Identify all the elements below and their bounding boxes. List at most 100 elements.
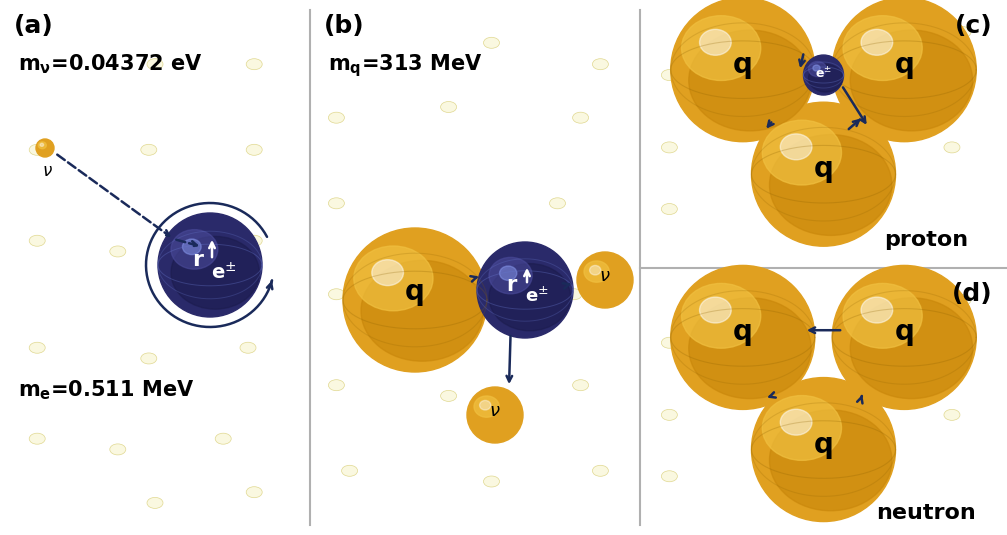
Ellipse shape <box>29 144 45 155</box>
Ellipse shape <box>682 284 760 348</box>
Ellipse shape <box>483 37 499 48</box>
Ellipse shape <box>372 259 404 286</box>
Text: (a): (a) <box>14 14 53 38</box>
Ellipse shape <box>955 295 971 305</box>
Ellipse shape <box>955 70 971 81</box>
Text: e$^{\pm}$: e$^{\pm}$ <box>211 262 237 284</box>
Ellipse shape <box>361 261 483 361</box>
Ellipse shape <box>499 266 517 280</box>
Ellipse shape <box>573 112 589 123</box>
Ellipse shape <box>467 387 523 443</box>
Ellipse shape <box>328 112 344 123</box>
Ellipse shape <box>700 297 731 323</box>
Text: r: r <box>506 275 517 295</box>
Ellipse shape <box>240 342 256 353</box>
Text: (c): (c) <box>956 14 993 38</box>
Ellipse shape <box>762 120 842 185</box>
Ellipse shape <box>592 465 608 476</box>
Ellipse shape <box>689 298 812 399</box>
Ellipse shape <box>816 231 832 241</box>
Ellipse shape <box>328 380 344 391</box>
Text: q: q <box>733 318 752 347</box>
Ellipse shape <box>861 297 893 323</box>
Text: r: r <box>192 250 203 270</box>
Text: e$^{\pm}$: e$^{\pm}$ <box>526 286 549 305</box>
Ellipse shape <box>246 487 262 498</box>
Text: $\mathbf{m_q}$=313 MeV: $\mathbf{m_q}$=313 MeV <box>328 52 482 79</box>
Text: q: q <box>814 431 834 458</box>
Ellipse shape <box>328 198 344 209</box>
Ellipse shape <box>590 265 601 275</box>
Ellipse shape <box>671 0 815 142</box>
Ellipse shape <box>141 144 157 155</box>
Ellipse shape <box>147 59 163 70</box>
Ellipse shape <box>246 144 262 155</box>
Text: $\mathbf{m_\nu}$=0.04372 eV: $\mathbf{m_\nu}$=0.04372 eV <box>18 52 202 75</box>
Text: q: q <box>814 155 834 183</box>
Ellipse shape <box>751 102 895 246</box>
Ellipse shape <box>182 239 201 255</box>
Ellipse shape <box>769 410 892 511</box>
Ellipse shape <box>566 289 582 300</box>
Ellipse shape <box>550 198 566 209</box>
Ellipse shape <box>40 143 43 147</box>
Ellipse shape <box>955 27 971 37</box>
Ellipse shape <box>341 465 357 476</box>
Ellipse shape <box>832 265 976 409</box>
Text: neutron: neutron <box>876 503 976 523</box>
Text: $\nu$: $\nu$ <box>599 267 611 285</box>
Ellipse shape <box>441 102 456 112</box>
Ellipse shape <box>29 235 45 246</box>
Text: proton: proton <box>884 230 969 250</box>
Ellipse shape <box>147 498 163 508</box>
Ellipse shape <box>158 213 262 317</box>
Ellipse shape <box>36 139 54 157</box>
Ellipse shape <box>769 135 892 235</box>
Ellipse shape <box>700 29 731 55</box>
Text: $\nu$: $\nu$ <box>489 402 500 420</box>
Ellipse shape <box>592 59 608 70</box>
Ellipse shape <box>474 396 499 417</box>
Text: $\nu$: $\nu$ <box>41 162 52 180</box>
Ellipse shape <box>584 261 609 282</box>
Ellipse shape <box>662 203 678 215</box>
Ellipse shape <box>955 337 971 348</box>
Ellipse shape <box>780 134 812 160</box>
Ellipse shape <box>171 230 218 269</box>
Text: (d): (d) <box>953 282 993 306</box>
Ellipse shape <box>573 380 589 391</box>
Ellipse shape <box>944 142 960 153</box>
Ellipse shape <box>682 16 760 80</box>
Ellipse shape <box>343 228 487 372</box>
Ellipse shape <box>689 30 812 131</box>
Ellipse shape <box>246 59 262 70</box>
Ellipse shape <box>662 471 678 482</box>
Ellipse shape <box>489 264 571 331</box>
Ellipse shape <box>29 433 45 444</box>
Ellipse shape <box>483 476 499 487</box>
Ellipse shape <box>441 391 456 401</box>
Ellipse shape <box>38 142 46 149</box>
Ellipse shape <box>328 289 344 300</box>
Ellipse shape <box>850 298 973 399</box>
Ellipse shape <box>816 498 832 508</box>
Ellipse shape <box>110 246 126 257</box>
Ellipse shape <box>246 235 262 246</box>
Ellipse shape <box>477 242 573 338</box>
Ellipse shape <box>843 284 922 348</box>
Text: e$^{\pm}$: e$^{\pm}$ <box>815 66 832 82</box>
Ellipse shape <box>861 29 893 55</box>
Ellipse shape <box>780 409 812 435</box>
Ellipse shape <box>110 444 126 455</box>
Ellipse shape <box>843 16 922 80</box>
Text: q: q <box>405 278 425 306</box>
Text: (b): (b) <box>324 14 365 38</box>
Ellipse shape <box>662 337 678 348</box>
Ellipse shape <box>751 378 895 522</box>
Ellipse shape <box>804 55 844 95</box>
Text: q: q <box>894 318 914 347</box>
Ellipse shape <box>662 70 678 81</box>
Ellipse shape <box>662 142 678 153</box>
Ellipse shape <box>809 64 843 92</box>
Ellipse shape <box>944 409 960 421</box>
